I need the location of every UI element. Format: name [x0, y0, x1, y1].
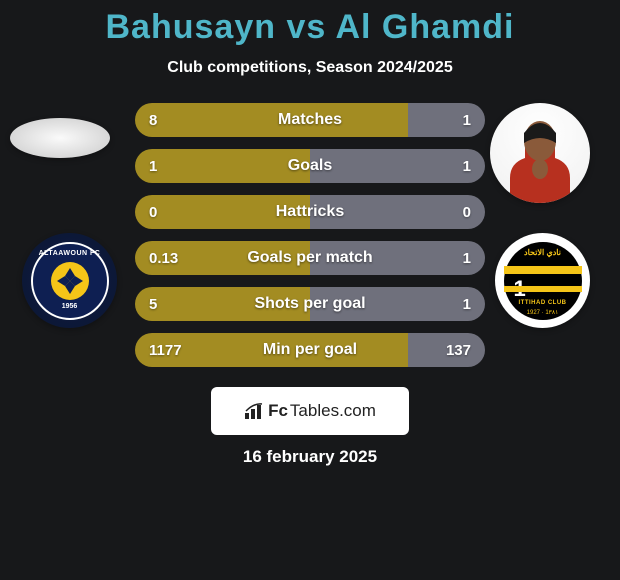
stripe-icon: [504, 286, 582, 292]
stat-right-value: 1: [449, 250, 485, 267]
brand-logo: FcTables.com: [244, 401, 376, 421]
face-icon: [490, 103, 590, 203]
stat-bar-right: 1: [310, 241, 485, 275]
club1-badge-inner: ALTAAWOUN FC 1956: [31, 242, 109, 320]
player1-avatar: [10, 118, 110, 158]
chart-icon: [244, 401, 266, 421]
stat-row: 00Hattricks: [135, 195, 485, 229]
page-title: Bahusayn vs Al Ghamdi: [0, 8, 620, 47]
stat-bar-left: 1177: [135, 333, 408, 367]
stat-right-value: 1: [449, 296, 485, 313]
title-player2: Al Ghamdi: [335, 8, 514, 46]
club2-badge-inner: نادي الاتحاد 1 ITTIHAD CLUB 1927 · 1٣٨١: [504, 242, 582, 320]
stat-left-value: 1: [135, 158, 171, 175]
club2-arabic: نادي الاتحاد: [524, 248, 561, 257]
title-player1: Bahusayn: [106, 8, 277, 46]
stat-left-value: 0.13: [135, 250, 192, 267]
stat-left-value: 0: [135, 204, 171, 221]
stat-left-value: 8: [135, 112, 171, 129]
stat-row: 11Goals: [135, 149, 485, 183]
main-area: ALTAAWOUN FC 1956 نادي الاتحاد 1 ITTIHAD…: [0, 103, 620, 367]
stat-right-value: 0: [449, 204, 485, 221]
stat-right-value: 137: [432, 342, 485, 359]
stats-column: 81Matches11Goals00Hattricks0.131Goals pe…: [135, 103, 485, 367]
infographic-container: Bahusayn vs Al Ghamdi Club competitions,…: [0, 0, 620, 467]
stat-bar-right: 1: [310, 287, 485, 321]
stat-bar-left: 0: [135, 195, 310, 229]
stat-right-value: 1: [449, 112, 485, 129]
stat-left-value: 5: [135, 296, 171, 313]
club1-name: ALTAAWOUN FC: [39, 250, 101, 257]
ball-icon: [49, 260, 91, 302]
club1-year: 1956: [62, 303, 78, 310]
stat-left-value: 1177: [135, 342, 196, 359]
stat-bar-right: 1: [310, 149, 485, 183]
stat-bar-right: 137: [408, 333, 485, 367]
stat-bar-right: 1: [408, 103, 485, 137]
stat-bar-left: 0.13: [135, 241, 310, 275]
stat-bar-left: 5: [135, 287, 310, 321]
stripe-icon: [504, 266, 582, 274]
brand-text-prefix: Fc: [268, 401, 288, 421]
date-text: 16 february 2025: [0, 447, 620, 467]
stat-bar-right: 0: [310, 195, 485, 229]
club2-en: ITTIHAD CLUB: [519, 300, 567, 306]
stat-bar-left: 8: [135, 103, 408, 137]
stat-bar-left: 1: [135, 149, 310, 183]
stat-row: 1177137Min per goal: [135, 333, 485, 367]
stat-row: 81Matches: [135, 103, 485, 137]
club1-badge: ALTAAWOUN FC 1956: [22, 233, 117, 328]
club2-badge: نادي الاتحاد 1 ITTIHAD CLUB 1927 · 1٣٨١: [495, 233, 590, 328]
brand-text-suffix: Tables.com: [290, 401, 376, 421]
title-vs: vs: [286, 8, 326, 46]
subtitle: Club competitions, Season 2024/2025: [0, 59, 620, 77]
stat-row: 51Shots per goal: [135, 287, 485, 321]
brand-box: FcTables.com: [211, 387, 409, 435]
club2-year: 1927 · 1٣٨١: [527, 309, 559, 316]
stat-right-value: 1: [449, 158, 485, 175]
player2-avatar: [490, 103, 590, 203]
stat-row: 0.131Goals per match: [135, 241, 485, 275]
